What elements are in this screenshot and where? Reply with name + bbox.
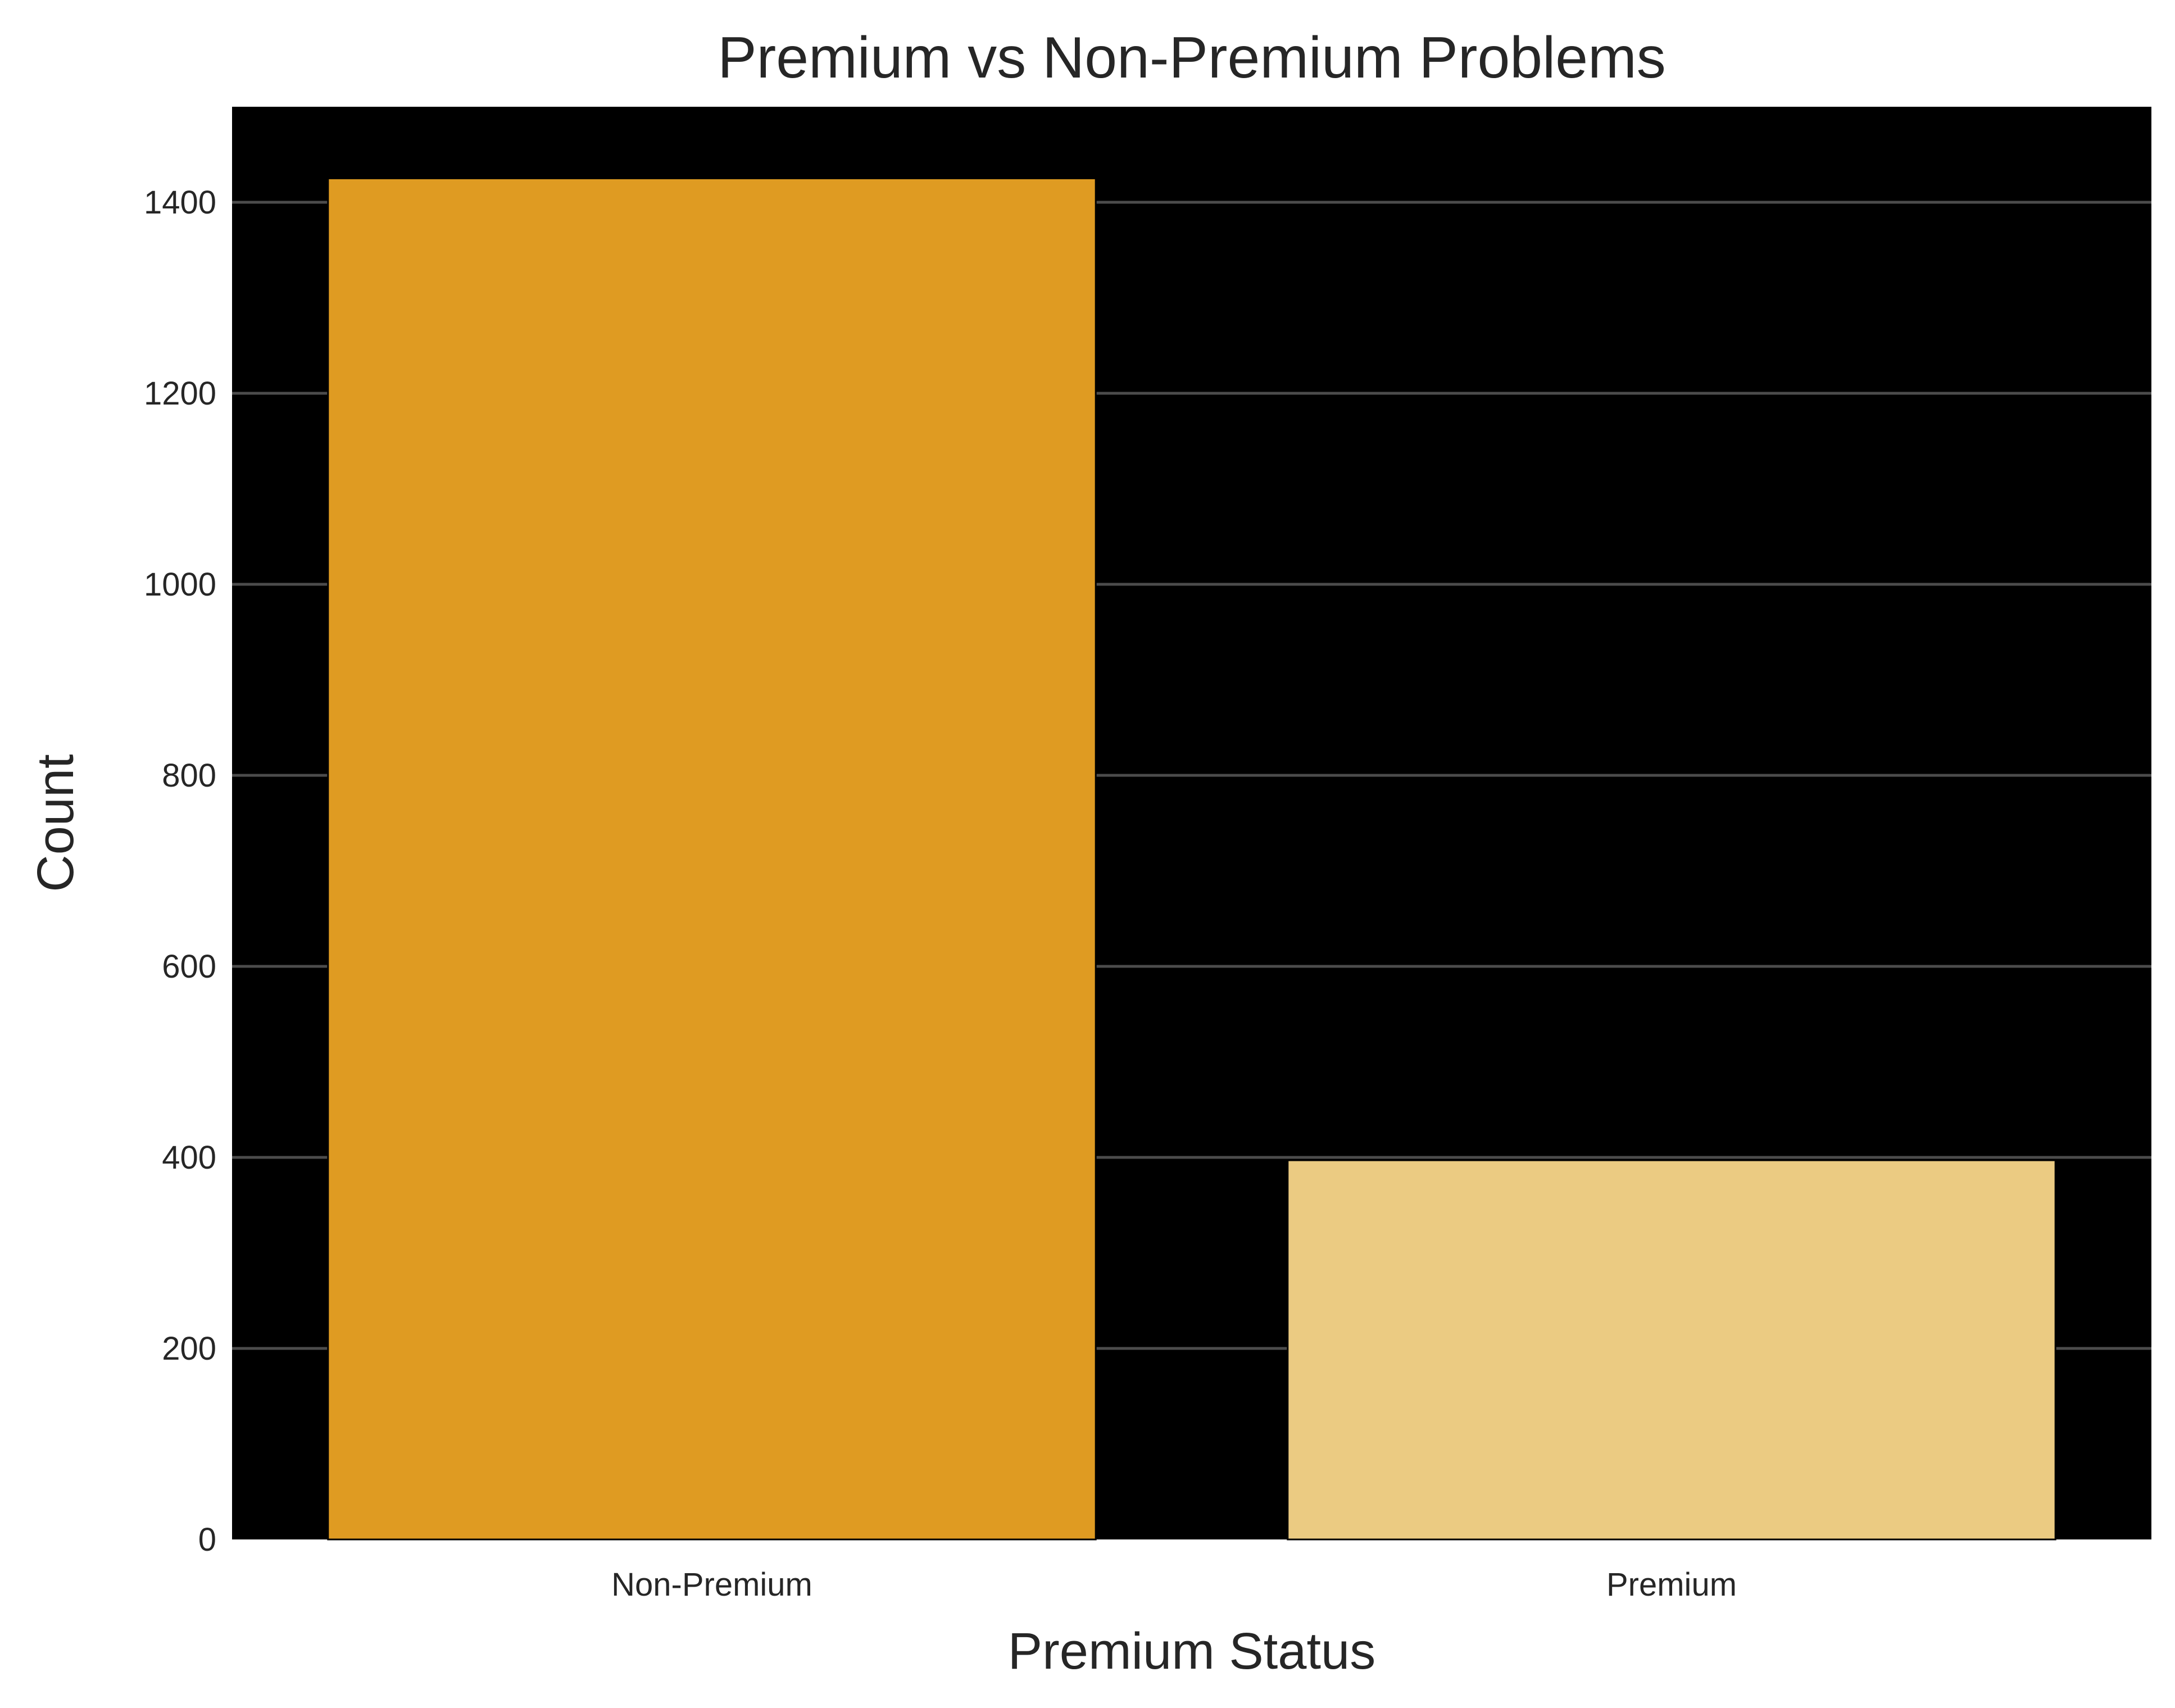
x-axis-label: Premium Status [1008,1623,1375,1680]
y-tick-label: 800 [162,757,216,794]
x-tick-label: Non-Premium [611,1566,812,1603]
y-tick-labels: 0 200 400 600 800 1000 1200 1400 [144,184,216,1558]
y-axis-label: Count [27,754,84,892]
y-tick-label: 1200 [144,375,216,412]
bar-non-premium [327,178,1097,1541]
x-tick-labels: Non-Premium Premium [611,1566,1737,1603]
y-tick-label: 1000 [144,566,216,603]
bars [327,178,2056,1541]
y-tick-label: 0 [198,1521,216,1558]
y-tick-label: 1400 [144,184,216,221]
bar-premium [1287,1159,2056,1541]
y-tick-label: 400 [162,1139,216,1176]
x-tick-label: Premium [1606,1566,1737,1603]
y-tick-label: 600 [162,948,216,985]
y-tick-label: 200 [162,1330,216,1367]
chart-title: Premium vs Non-Premium Problems [718,25,1665,90]
